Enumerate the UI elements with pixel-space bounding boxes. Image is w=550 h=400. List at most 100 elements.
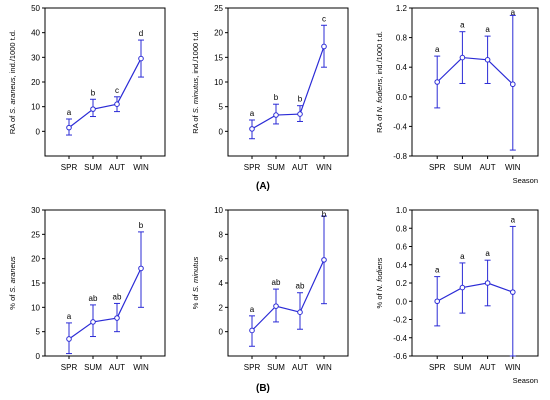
- x-tick-label: AUT: [109, 363, 125, 372]
- y-axis-title-species: S. araneus: [8, 77, 17, 114]
- significance-letter: a: [511, 215, 516, 224]
- data-point: [114, 315, 120, 321]
- y-tick-label: -0.8: [393, 152, 407, 161]
- significance-letter: b: [274, 93, 279, 102]
- x-tick-label: AUT: [292, 363, 308, 372]
- y-axis-title-species: S. minutus: [191, 256, 200, 292]
- data-point: [297, 309, 303, 316]
- data-point: [90, 319, 96, 325]
- y-tick-label: 0.4: [396, 63, 408, 72]
- significance-letter: a: [435, 45, 440, 54]
- y-tick-label: 10: [214, 78, 223, 87]
- significance-letter: ab: [272, 278, 281, 287]
- y-tick-label: 10: [31, 103, 40, 112]
- data-point: [138, 55, 144, 62]
- plot-frame: [44, 7, 166, 157]
- y-axis-title-species: S. araneus: [8, 256, 17, 293]
- y-axis-title-species: N. fodiens: [375, 257, 384, 291]
- y-tick-label: 4: [219, 279, 224, 288]
- y-tick-label: 5: [219, 103, 224, 112]
- data-point: [66, 336, 72, 342]
- y-axis-title-species: N. fodiens: [375, 78, 384, 112]
- significance-letter: b: [91, 88, 96, 97]
- y-tick-label: 0: [36, 352, 41, 361]
- y-tick-label: 1.0: [396, 206, 408, 215]
- data-point: [321, 43, 327, 50]
- y-tick-label: 0.0: [396, 93, 408, 102]
- y-tick-label: -0.2: [393, 316, 407, 325]
- significance-letter: a: [460, 252, 465, 261]
- plot-frame: [411, 209, 539, 357]
- data-point: [249, 126, 255, 132]
- significance-letter: a: [485, 249, 490, 258]
- significance-letter: a: [250, 305, 255, 314]
- data-point: [484, 57, 491, 63]
- x-tick-label: SPR: [429, 363, 446, 372]
- chart-panel-b3: -0.6 -0.4 -0.2 0.0 0.2 0.4 0.6 0.8 1.0 SPR SUM AUT W…: [375, 206, 539, 385]
- plot-frame: [227, 7, 349, 157]
- data-point: [297, 111, 303, 117]
- significance-letter: a: [435, 266, 440, 275]
- y-axis-title-prefix: RA of: [375, 112, 384, 132]
- y-tick-label: -0.6: [393, 352, 407, 361]
- data-point: [510, 289, 516, 295]
- y-axis-title-prefix: % of: [191, 292, 200, 309]
- x-tick-label: WIN: [505, 363, 521, 372]
- series-line: [251, 46, 325, 130]
- y-tick-label: 20: [31, 78, 40, 87]
- y-tick-label: 0: [219, 127, 224, 136]
- y-tick-label: 15: [31, 279, 40, 288]
- chart-panel-b1: 0 5 10 15 20 25 30 SPR SUM AUT WIN % of S. araneus a…: [8, 206, 166, 372]
- chart-panel-b2: 0 2 4 6 8 10 SPR SUM AUT WIN % of S. minutus a ab ab b: [191, 206, 349, 372]
- series-line: [68, 58, 142, 129]
- x-axis-title: Season: [513, 376, 538, 385]
- y-tick-label: 1.2: [396, 4, 408, 13]
- significance-letter: a: [67, 312, 72, 321]
- series-line: [436, 56, 514, 85]
- x-tick-label: WIN: [133, 363, 149, 372]
- data-point: [138, 265, 144, 272]
- y-axis-title-suffix: , ind./1000 t.d.: [191, 30, 200, 78]
- x-tick-label: AUT: [292, 163, 308, 172]
- y-axis-title: % of N. fodiens: [375, 257, 384, 308]
- y-tick-label: 30: [31, 206, 40, 215]
- x-tick-label: SPR: [244, 163, 261, 172]
- chart-panel-a3: -0.8 -0.4 0.0 0.4 0.8 1.2 SPR SUM AUT WIN Season RA…: [375, 4, 539, 185]
- significance-letter: c: [322, 14, 326, 23]
- x-tick-label: AUT: [480, 163, 496, 172]
- y-axis-title: RA of N. fodiens, ind./1000 t.d.: [375, 31, 384, 133]
- significance-letter: b: [298, 95, 303, 104]
- y-axis-title-suffix: , ind./1000 t.d.: [8, 30, 17, 78]
- x-tick-label: SUM: [84, 363, 102, 372]
- significance-letter: a: [511, 8, 516, 17]
- y-tick-label: 20: [214, 29, 223, 38]
- significance-letter: ab: [113, 292, 122, 301]
- data-point: [321, 257, 327, 263]
- y-tick-label: 40: [31, 29, 40, 38]
- y-axis-title-species: S. minutus: [191, 78, 200, 114]
- significance-letter: a: [485, 25, 490, 34]
- x-axis-title: Season: [513, 176, 538, 185]
- x-tick-label: WIN: [505, 163, 521, 172]
- y-tick-label: 20: [31, 255, 40, 264]
- y-tick-label: -0.4: [393, 334, 407, 343]
- significance-letter: c: [115, 86, 119, 95]
- y-axis-title: RA of S. minutus, ind./1000 t.d.: [191, 30, 200, 133]
- plot-frame: [227, 209, 349, 357]
- data-point: [434, 298, 441, 305]
- x-tick-label: AUT: [480, 363, 496, 372]
- data-point: [459, 54, 466, 61]
- y-tick-label: 0.0: [396, 297, 408, 306]
- data-point: [114, 101, 120, 107]
- y-tick-label: 10: [214, 206, 223, 215]
- significance-letter: b: [322, 210, 327, 219]
- x-tick-label: SUM: [454, 163, 472, 172]
- x-tick-label: WIN: [316, 363, 332, 372]
- chart-panel-a1: 0 10 20 30 40 50 SPR SUM AUT WIN RA of S. araneus,…: [8, 4, 166, 172]
- y-tick-label: 0.8: [396, 224, 408, 233]
- significance-letter: a: [250, 109, 255, 118]
- x-tick-label: WIN: [316, 163, 332, 172]
- series-line: [68, 268, 142, 340]
- data-point: [66, 124, 72, 131]
